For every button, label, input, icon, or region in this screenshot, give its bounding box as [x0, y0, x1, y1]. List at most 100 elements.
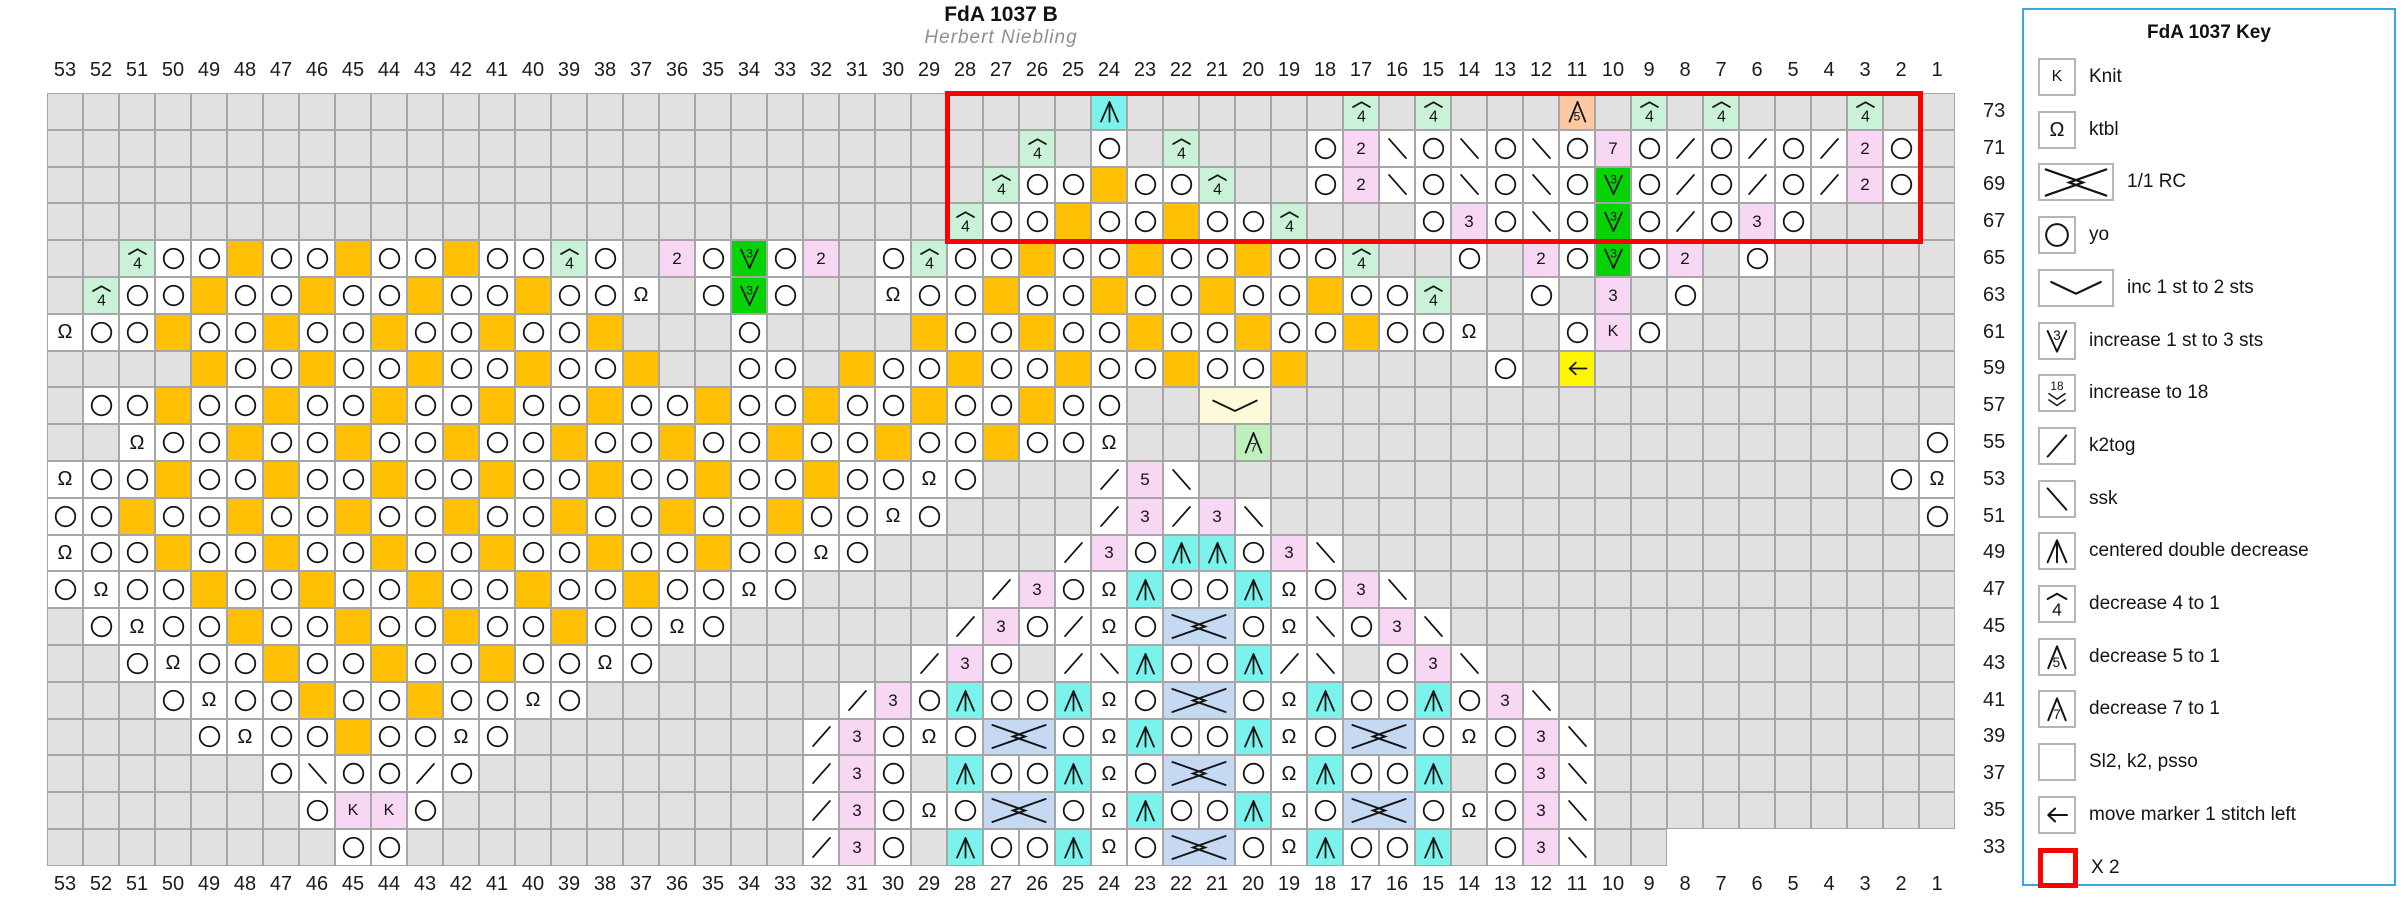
chart-cell-yo: [983, 681, 1019, 719]
chart-cell-yo: [263, 350, 299, 388]
svg-text:3: 3: [1610, 210, 1617, 224]
chart-cell-no-stitch: [1847, 240, 1883, 277]
chart-cell-no-stitch: [1631, 644, 1667, 682]
chart-cell-yo: [1919, 424, 1955, 461]
chart-cell-yo: [947, 792, 983, 829]
chart-cell-no-stitch: [227, 828, 263, 866]
chart-cell-yo: [371, 608, 407, 645]
key-item: 18 increase to 18: [2038, 372, 2208, 414]
chart-cell-1-1-rc: [1163, 608, 1235, 645]
chart-cell-no-stitch: [407, 129, 443, 167]
chart-cell-no-stitch: [875, 608, 911, 645]
chart-cell-yo: [263, 497, 299, 535]
chart-cell-no-stitch: [659, 718, 695, 756]
chart-cell-no-stitch: [191, 755, 227, 793]
chart-cell-yo: [191, 608, 227, 645]
chart-cell-decrease-4-to-1: 4: [119, 240, 155, 277]
chart-cell-yo: [299, 644, 335, 682]
chart-cell-k2tog: [1163, 497, 1199, 535]
column-label: 38: [593, 873, 617, 895]
chart-cell-yo: [947, 424, 983, 461]
column-label: 9: [1643, 59, 1655, 81]
chart-cell-no-stitch: [1919, 129, 1955, 167]
chart-cell-no-stitch: [839, 313, 875, 351]
chart-cell-yo: [875, 792, 911, 829]
key-item-label: decrease 4 to 1: [2089, 593, 2220, 614]
chart-cell-yo: [1019, 276, 1055, 314]
chart-cell-no-stitch: [623, 681, 659, 719]
chart-cell-no-stitch: [1595, 424, 1631, 461]
chart-cell-no-stitch: [1163, 93, 1199, 130]
chart-cell-yo: [983, 387, 1019, 425]
chart-cell-no-stitch: [47, 129, 83, 167]
chart-cell-ktbl: Ω: [1451, 792, 1487, 829]
chart-cell-yo: [731, 313, 767, 351]
chart-cell-centered-double-decrease: [947, 755, 983, 793]
column-label: 1: [1931, 59, 1943, 81]
chart-cell-sl2-k2-psso: [1055, 203, 1091, 241]
chart-cell-1-1-rc: [983, 792, 1055, 829]
chart-cell-yo: [875, 718, 911, 756]
chart-cell-no-stitch: [767, 792, 803, 829]
chart-cell-no-stitch: [1739, 792, 1775, 829]
chart-cell-yo: [1199, 313, 1235, 351]
chart-cell-no-stitch: [227, 755, 263, 793]
chart-cell-no-stitch: [155, 129, 191, 167]
chart-cell-sl2-k2-psso: [371, 313, 407, 351]
chart-cell-ssk: [1307, 644, 1343, 682]
chart-cell-no-stitch: [1703, 424, 1739, 461]
chart-cell-k2tog: [911, 644, 947, 682]
chart-cell-yo: [83, 313, 119, 351]
chart-cell-no-stitch: [1019, 460, 1055, 498]
chart-cell-yo: [1235, 203, 1271, 241]
chart-cell-no-stitch: [1667, 387, 1703, 425]
column-label: 15: [1421, 59, 1445, 81]
column-label: 35: [701, 59, 725, 81]
chart-cell-no-stitch: [767, 313, 803, 351]
chart-cell-yo: [983, 350, 1019, 388]
chart-cell-k2: 2: [1343, 129, 1379, 167]
chart-cell-yo: [947, 718, 983, 756]
chart-cell-no-stitch: [1883, 792, 1919, 829]
chart-cell-ktbl: Ω: [911, 718, 947, 756]
column-label: 25: [1061, 873, 1085, 895]
chart-cell-yo: [1163, 792, 1199, 829]
chart-cell-no-stitch: [1379, 534, 1415, 572]
chart-cell-yo: [407, 608, 443, 645]
chart-cell-yo: [1775, 129, 1811, 167]
chart-cell-no-stitch: [803, 276, 839, 314]
chart-cell-no-stitch: [1847, 313, 1883, 351]
svg-text:4: 4: [1861, 109, 1870, 125]
chart-cell-no-stitch: [731, 93, 767, 130]
chart-cell-yo: [227, 460, 263, 498]
chart-cell-yo: [1199, 203, 1235, 241]
chart-cell-yo: [335, 534, 371, 572]
chart-cell-no-stitch: [1451, 276, 1487, 314]
chart-cell-no-stitch: [587, 681, 623, 719]
chart-cell-no-stitch: [1631, 828, 1667, 866]
chart-cell-ssk: [1379, 571, 1415, 609]
chart-cell-no-stitch: [1487, 608, 1523, 645]
column-label: 37: [629, 59, 653, 81]
chart-cell-no-stitch: [479, 828, 515, 866]
chart-cell-no-stitch: [1487, 313, 1523, 351]
chart-cell-yo: [227, 571, 263, 609]
chart-cell-no-stitch: [911, 571, 947, 609]
chart-cell-no-stitch: [119, 93, 155, 130]
column-label: 3: [1859, 873, 1871, 895]
chart-cell-1-1-rc: [983, 718, 1055, 756]
chart-cell-no-stitch: [1775, 718, 1811, 756]
chart-cell-yo: [1163, 644, 1199, 682]
chart-cell-no-stitch: [1523, 350, 1559, 388]
chart-cell-ktbl: Ω: [1271, 755, 1307, 793]
chart-cell-no-stitch: [1919, 755, 1955, 793]
chart-cell-k3: 3: [1451, 203, 1487, 241]
chart-cell-sl2-k2-psso: [263, 387, 299, 425]
chart-cell-no-stitch: [659, 129, 695, 167]
chart-cell-yo: [1379, 276, 1415, 314]
chart-cell-no-stitch: [47, 644, 83, 682]
chart-cell-ktbl: Ω: [911, 792, 947, 829]
chart-cell-k2tog: [803, 792, 839, 829]
chart-cell-no-stitch: [623, 718, 659, 756]
chart-cell-yo: [191, 424, 227, 461]
